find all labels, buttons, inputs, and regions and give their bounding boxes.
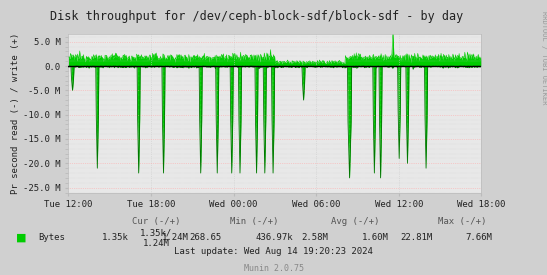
Text: 268.65: 268.65 — [189, 233, 222, 242]
Text: 7.66M: 7.66M — [465, 233, 492, 242]
Text: Bytes: Bytes — [38, 233, 65, 242]
Text: 1.24M: 1.24M — [162, 233, 189, 242]
Text: 1.35k/
1.24M: 1.35k/ 1.24M — [140, 228, 172, 248]
Text: Last update: Wed Aug 14 19:20:23 2024: Last update: Wed Aug 14 19:20:23 2024 — [174, 247, 373, 256]
Text: 436.97k: 436.97k — [255, 233, 293, 242]
Text: RRDTOOL / TOBI OETIKER: RRDTOOL / TOBI OETIKER — [542, 11, 547, 104]
Text: 2.58M: 2.58M — [301, 233, 328, 242]
Text: 22.81M: 22.81M — [400, 233, 432, 242]
Text: Munin 2.0.75: Munin 2.0.75 — [243, 264, 304, 273]
Text: Cur (-/+): Cur (-/+) — [132, 217, 180, 226]
Text: Disk throughput for /dev/ceph-block-sdf/block-sdf - by day: Disk throughput for /dev/ceph-block-sdf/… — [50, 10, 464, 23]
Text: Avg (-/+): Avg (-/+) — [331, 217, 380, 226]
Text: ■: ■ — [16, 233, 27, 243]
Text: Max (-/+): Max (-/+) — [438, 217, 486, 226]
Text: 1.60M: 1.60M — [362, 233, 388, 242]
Text: Min (-/+): Min (-/+) — [230, 217, 278, 226]
Y-axis label: Pr second read (-) / write (+): Pr second read (-) / write (+) — [11, 33, 20, 194]
Text: 1.35k: 1.35k — [102, 233, 129, 242]
